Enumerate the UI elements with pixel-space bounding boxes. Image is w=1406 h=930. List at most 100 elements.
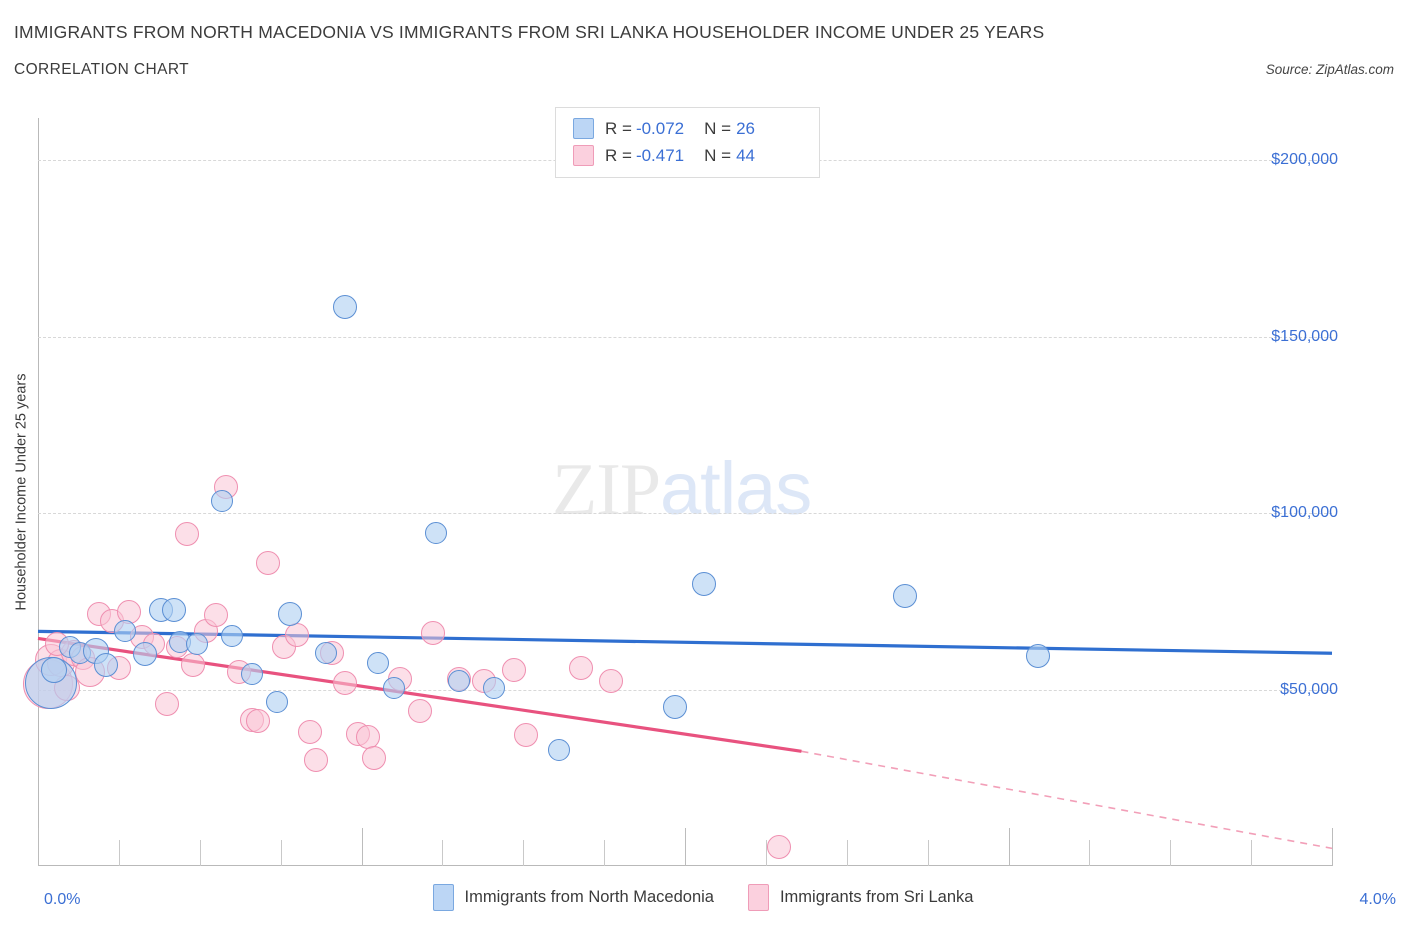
scatter-point[interactable]	[304, 748, 329, 773]
gridline	[38, 689, 1332, 691]
y-axis-caption: Householder Income Under 25 years	[10, 118, 32, 866]
scatter-point[interactable]	[333, 670, 358, 695]
scatter-point[interactable]	[547, 738, 570, 761]
scatter-point[interactable]	[181, 652, 206, 677]
scatter-point[interactable]	[892, 584, 917, 609]
y-axis-tick-label: $200,000	[1271, 151, 1338, 169]
y-axis-caption-text: Householder Income Under 25 years	[13, 373, 29, 611]
chart-subtitle: CORRELATION CHART	[14, 61, 190, 78]
legend-label-sri-lanka: Immigrants from Sri Lanka	[779, 888, 974, 906]
scatter-point[interactable]	[155, 691, 180, 716]
trend-line-extrapolated	[801, 750, 1333, 850]
x-axis-tick	[1089, 840, 1091, 866]
scatter-point[interactable]	[1025, 644, 1050, 669]
series-swatch-icon-pink	[573, 145, 594, 166]
scatter-point[interactable]	[598, 668, 623, 693]
r-value-pink: -0.471	[635, 145, 685, 165]
scatter-point[interactable]	[211, 489, 234, 512]
legend-swatch-icon-blue	[432, 884, 454, 911]
scatter-point[interactable]	[766, 834, 791, 859]
scatter-point[interactable]	[314, 641, 337, 664]
scatter-point[interactable]	[483, 676, 506, 699]
scatter-point[interactable]	[185, 632, 208, 655]
scatter-point[interactable]	[41, 657, 68, 684]
scatter-point[interactable]	[447, 669, 470, 692]
legend-item-sri-lanka[interactable]: Immigrants from Sri Lanka	[747, 884, 974, 911]
scatter-point[interactable]	[278, 601, 303, 626]
x-axis-tick	[927, 840, 929, 866]
correlation-stats-box: R = -0.072 N = 26 R = -0.471 N = 44	[555, 107, 820, 178]
gridline	[38, 513, 1332, 515]
n-value-pink: 44	[736, 145, 755, 165]
stats-row-north-macedonia: R = -0.072 N = 26	[556, 115, 819, 142]
trend-line	[37, 636, 802, 753]
legend-item-north-macedonia[interactable]: Immigrants from North Macedonia	[432, 884, 714, 911]
scatter-point[interactable]	[424, 521, 447, 544]
y-axis-tick-label: $50,000	[1280, 680, 1338, 698]
x-axis-tick	[118, 840, 120, 866]
scatter-point[interactable]	[297, 719, 322, 744]
gridline	[38, 336, 1332, 338]
page-title: IMMIGRANTS FROM NORTH MACEDONIA VS IMMIG…	[14, 22, 1045, 42]
scatter-point[interactable]	[174, 522, 199, 547]
series-legend: Immigrants from North Macedonia Immigran…	[0, 884, 1406, 911]
x-axis-tick	[361, 828, 363, 866]
scatter-point[interactable]	[245, 709, 270, 734]
series-swatch-icon-blue	[573, 118, 594, 139]
scatter-point[interactable]	[420, 621, 445, 646]
scatter-point[interactable]	[333, 294, 358, 319]
trend-lines	[37, 629, 1333, 850]
scatter-point[interactable]	[366, 652, 389, 675]
scatter-point[interactable]	[407, 698, 432, 723]
scatter-point[interactable]	[114, 620, 137, 643]
scatter-point[interactable]	[501, 658, 526, 683]
scatter-point[interactable]	[355, 725, 380, 750]
x-axis-tick	[846, 840, 848, 866]
n-label-blue: N =	[704, 118, 732, 138]
n-value-blue: 26	[736, 118, 755, 138]
scatter-point[interactable]	[116, 599, 141, 624]
scatter-point[interactable]	[569, 656, 594, 681]
x-axis-tick	[280, 840, 282, 866]
stats-row-sri-lanka: R = -0.471 N = 44	[556, 142, 819, 169]
scatter-point[interactable]	[284, 622, 309, 647]
scatter-point[interactable]	[132, 642, 157, 667]
legend-label-north-macedonia: Immigrants from North Macedonia	[464, 888, 714, 906]
x-axis-max-label: 4.0%	[1359, 891, 1396, 908]
legend-swatch-icon-pink	[747, 884, 769, 911]
scatter-point[interactable]	[663, 695, 688, 720]
scatter-point[interactable]	[255, 550, 280, 575]
r-label-pink: R =	[605, 145, 632, 165]
r-label-blue: R =	[605, 118, 632, 138]
scatter-point[interactable]	[382, 676, 405, 699]
x-axis-tick	[199, 840, 201, 866]
source-attribution: Source: ZipAtlas.com	[1265, 62, 1394, 77]
x-axis-tick	[523, 840, 525, 866]
x-axis-tick	[765, 840, 767, 866]
n-label-pink: N =	[704, 145, 732, 165]
scatter-point[interactable]	[221, 624, 244, 647]
r-value-blue: -0.072	[635, 118, 685, 138]
x-axis-min-label: 0.0%	[44, 891, 81, 908]
x-axis-tick	[38, 828, 39, 866]
scatter-point[interactable]	[93, 652, 118, 677]
scatter-plot-area: $50,000 $100,000 $150,000 $200,000	[22, 118, 1338, 866]
x-axis-tick	[442, 840, 444, 866]
scatter-point[interactable]	[514, 723, 539, 748]
scatter-point[interactable]	[362, 746, 387, 771]
trend-line	[37, 629, 1333, 655]
x-axis-tick	[1008, 828, 1010, 866]
scatter-point[interactable]	[203, 603, 228, 628]
y-axis-line	[38, 118, 39, 866]
scatter-point[interactable]	[692, 571, 717, 596]
x-axis-tick	[604, 840, 606, 866]
scatter-point[interactable]	[161, 598, 186, 623]
y-axis-tick-label: $150,000	[1271, 327, 1338, 345]
x-axis-tick	[685, 828, 686, 866]
scatter-point[interactable]	[266, 690, 289, 713]
x-axis-tick	[1170, 840, 1172, 866]
x-axis-tick	[1251, 840, 1253, 866]
y-axis-tick-label: $100,000	[1271, 504, 1338, 522]
scatter-point[interactable]	[240, 662, 263, 685]
x-axis-tick	[1332, 828, 1333, 866]
